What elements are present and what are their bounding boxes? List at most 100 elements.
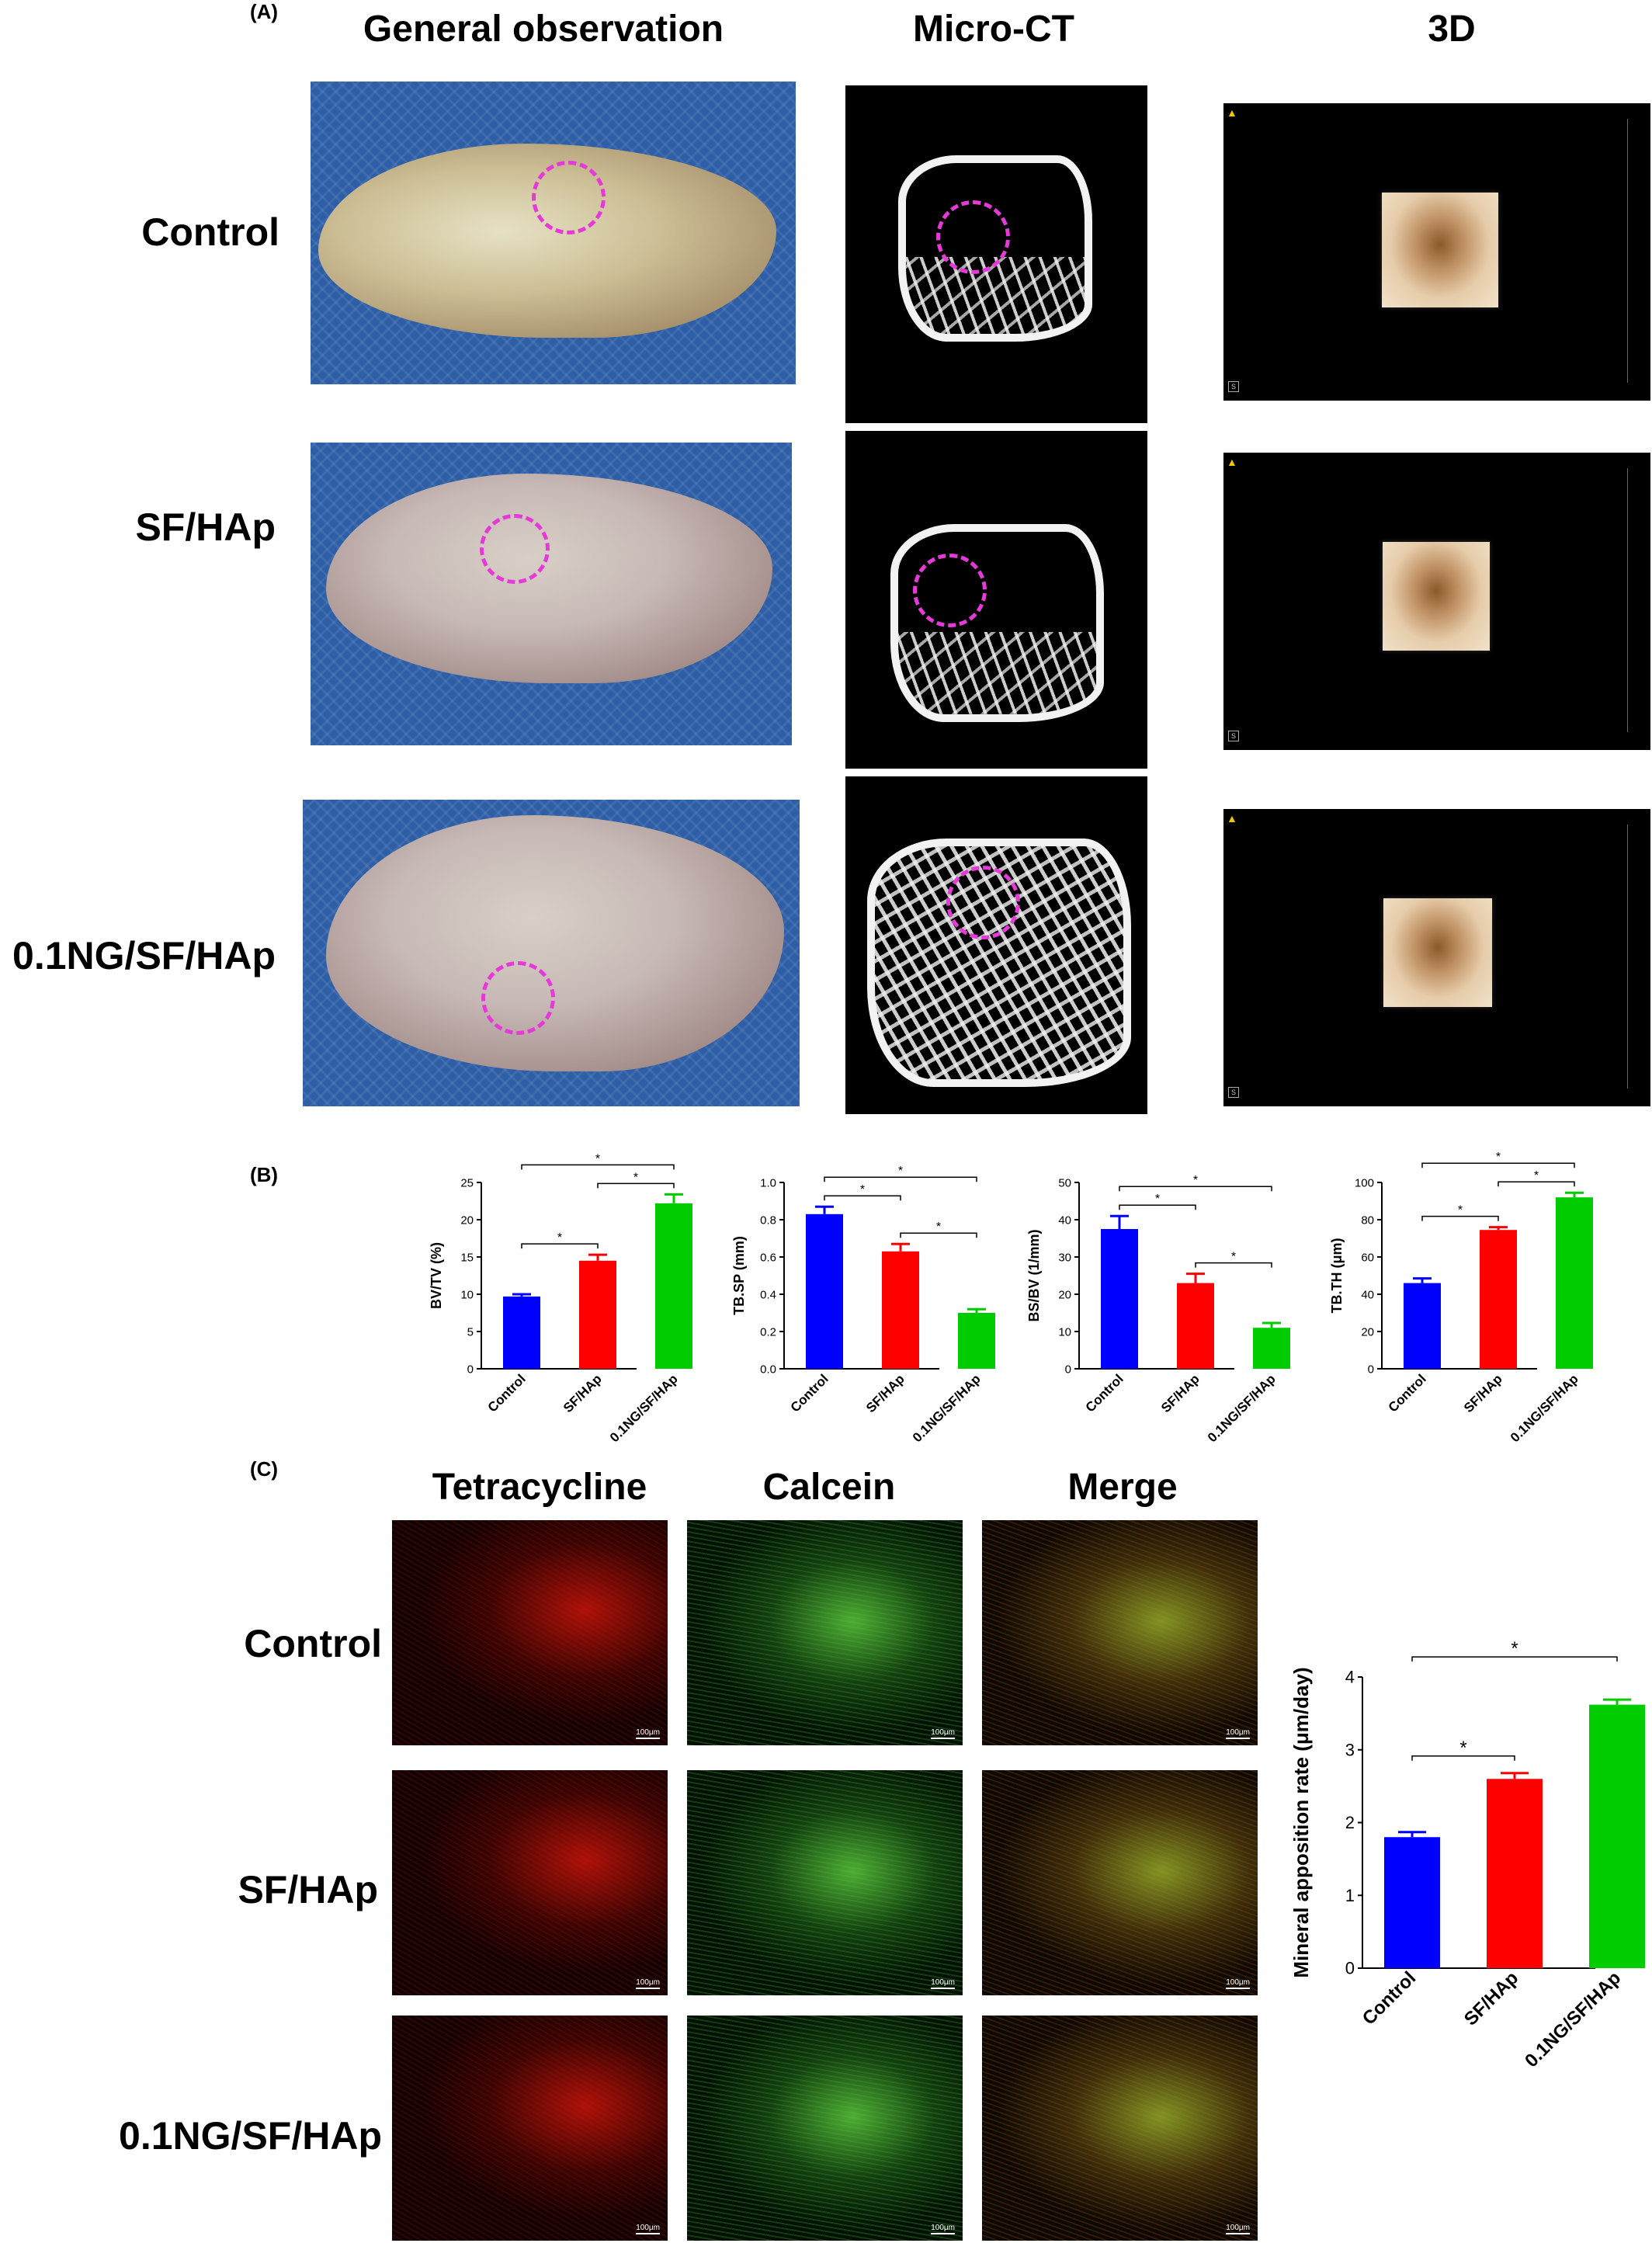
significance-bracket xyxy=(1119,1186,1272,1192)
y-tick-label: 10 xyxy=(460,1288,474,1301)
significance-bracket xyxy=(900,1232,977,1238)
fl-tetracycline-ng: 100μm xyxy=(392,2016,668,2241)
y-tick-label: 3 xyxy=(1345,1740,1355,1759)
significance-star: * xyxy=(1193,1174,1198,1187)
y-axis-label: Mineral apposition rate (μm/day) xyxy=(1289,1667,1313,1977)
y-axis-label: TB.TH (μm) xyxy=(1329,1238,1345,1313)
significance-bracket xyxy=(521,1164,675,1170)
scale-icon: S xyxy=(1228,1087,1239,1098)
significance-star: * xyxy=(1511,1638,1518,1659)
significance-bracket xyxy=(1411,1755,1515,1761)
significance-bracket xyxy=(1421,1215,1499,1221)
significance-star: * xyxy=(1231,1251,1236,1264)
chart-tbsp: 0.0 0.2 0.4 0.6 0.8 1.0 TB.SP (mm) Control SF/HA… xyxy=(731,1165,995,1445)
y-tick-label: 25 xyxy=(460,1176,474,1189)
significance-bracket xyxy=(824,1176,977,1182)
bar xyxy=(806,1214,843,1369)
bar xyxy=(1101,1229,1138,1369)
row-label-control: Control xyxy=(141,210,279,254)
fl-tetracycline-sfhap: 100μm xyxy=(392,1770,668,1995)
category-label: SF/HAp xyxy=(1461,1371,1505,1415)
photo-control xyxy=(311,82,796,384)
category-label: 0.1NG/SF/HAp xyxy=(1521,1967,1625,2071)
significance-star: * xyxy=(633,1171,638,1184)
fl-merge-ng: 100μm xyxy=(982,2016,1258,2241)
significance-star: * xyxy=(1496,1151,1501,1164)
col-3d: 3D xyxy=(1428,9,1476,50)
category-label: 0.1NG/SF/HAp xyxy=(1508,1371,1581,1445)
col-micro-ct: Micro-CT xyxy=(913,9,1074,50)
y-tick-label: 20 xyxy=(1058,1288,1071,1301)
bar xyxy=(1480,1230,1517,1369)
warning-icon: ▲ xyxy=(1227,456,1237,468)
significance-star: * xyxy=(1458,1204,1463,1217)
significance-star: * xyxy=(936,1220,941,1234)
y-tick-label: 40 xyxy=(1058,1214,1071,1227)
fl-tetracycline-control: 100μm xyxy=(392,1520,668,1745)
significance-bracket xyxy=(521,1243,599,1249)
y-axis-label: BV/TV (%) xyxy=(429,1242,444,1309)
fl-calcein-control: 100μm xyxy=(687,1520,963,1745)
panel-a-label: (A) xyxy=(250,0,279,23)
y-tick-label: 0.8 xyxy=(760,1214,776,1227)
y-tick-label: 0.2 xyxy=(760,1325,776,1339)
microct-sfhap xyxy=(845,431,1147,769)
y-tick-label: 0 xyxy=(467,1363,474,1376)
y-tick-label: 100 xyxy=(1355,1176,1374,1189)
y-tick-label: 0.6 xyxy=(760,1251,776,1264)
y-tick-label: 4 xyxy=(1345,1668,1355,1687)
fl-merge-control: 100μm xyxy=(982,1520,1258,1745)
row-label-c-sfhap: SF/HAp xyxy=(238,1868,378,1911)
bar xyxy=(1404,1283,1441,1369)
row-label-sfhap: SF/HAp xyxy=(135,505,276,549)
row-label-c-ng: 0.1NG/SF/HAp xyxy=(119,2114,382,2158)
significance-bracket xyxy=(1119,1204,1196,1210)
category-label: Control xyxy=(1359,1967,1420,2029)
y-tick-label: 80 xyxy=(1361,1214,1374,1227)
y-tick-label: 1.0 xyxy=(760,1176,776,1189)
category-label: 0.1NG/SF/HAp xyxy=(607,1371,681,1445)
chart-bvtv: 0 5 10 15 20 25 BV/TV (%) Control SF/HAp 0.1NG/SF… xyxy=(429,1152,692,1445)
y-tick-label: 1 xyxy=(1345,1886,1355,1905)
chart-bsbv: 0 10 20 30 40 50 BS/BV (1/mm) Control SF/HAp 0.1N… xyxy=(1026,1174,1290,1445)
significance-star: * xyxy=(595,1152,600,1165)
microct-ng xyxy=(845,776,1147,1114)
y-tick-label: 2 xyxy=(1345,1813,1355,1832)
significance-star: * xyxy=(557,1231,562,1245)
panel-b-label: (B) xyxy=(250,1163,279,1186)
bar xyxy=(882,1251,919,1369)
bar xyxy=(503,1296,540,1369)
fl-calcein-sfhap: 100μm xyxy=(687,1770,963,1995)
photo-sfhap xyxy=(311,443,792,745)
y-tick-label: 15 xyxy=(460,1251,474,1264)
y-tick-label: 40 xyxy=(1361,1288,1374,1301)
y-tick-label: 0.4 xyxy=(760,1288,776,1301)
y-tick-label: 10 xyxy=(1058,1325,1071,1339)
bar xyxy=(1487,1779,1543,1968)
fl-calcein-ng: 100μm xyxy=(687,2016,963,2241)
y-tick-label: 50 xyxy=(1058,1176,1071,1189)
bar xyxy=(1177,1283,1214,1369)
warning-icon: ▲ xyxy=(1227,106,1237,119)
y-tick-label: 20 xyxy=(460,1214,474,1227)
category-label: Control xyxy=(1083,1371,1126,1415)
significance-bracket xyxy=(1411,1656,1618,1662)
bar xyxy=(579,1260,616,1369)
scale-icon: S xyxy=(1228,731,1239,741)
significance-bracket xyxy=(1498,1181,1575,1187)
significance-star: * xyxy=(860,1183,865,1196)
bar xyxy=(1253,1328,1290,1369)
category-label: SF/HAp xyxy=(1158,1371,1203,1415)
y-tick-label: 0 xyxy=(1065,1363,1071,1376)
y-tick-label: 0.0 xyxy=(760,1363,776,1376)
category-label: 0.1NG/SF/HAp xyxy=(910,1371,984,1445)
y-axis-label: BS/BV (1/mm) xyxy=(1026,1229,1042,1321)
row-label-c-control: Control xyxy=(244,1622,382,1665)
significance-bracket xyxy=(597,1182,675,1189)
category-label: SF/HAp xyxy=(863,1371,908,1415)
significance-bracket xyxy=(1421,1162,1575,1168)
chart-tbth: 0 20 40 60 80 100 TB.TH (μm) Control SF/HAp 0.1NG… xyxy=(1329,1151,1593,1445)
y-tick-label: 0 xyxy=(1368,1363,1374,1376)
col-general-observation: General observation xyxy=(363,9,724,50)
col-merge: Merge xyxy=(1067,1467,1178,1508)
